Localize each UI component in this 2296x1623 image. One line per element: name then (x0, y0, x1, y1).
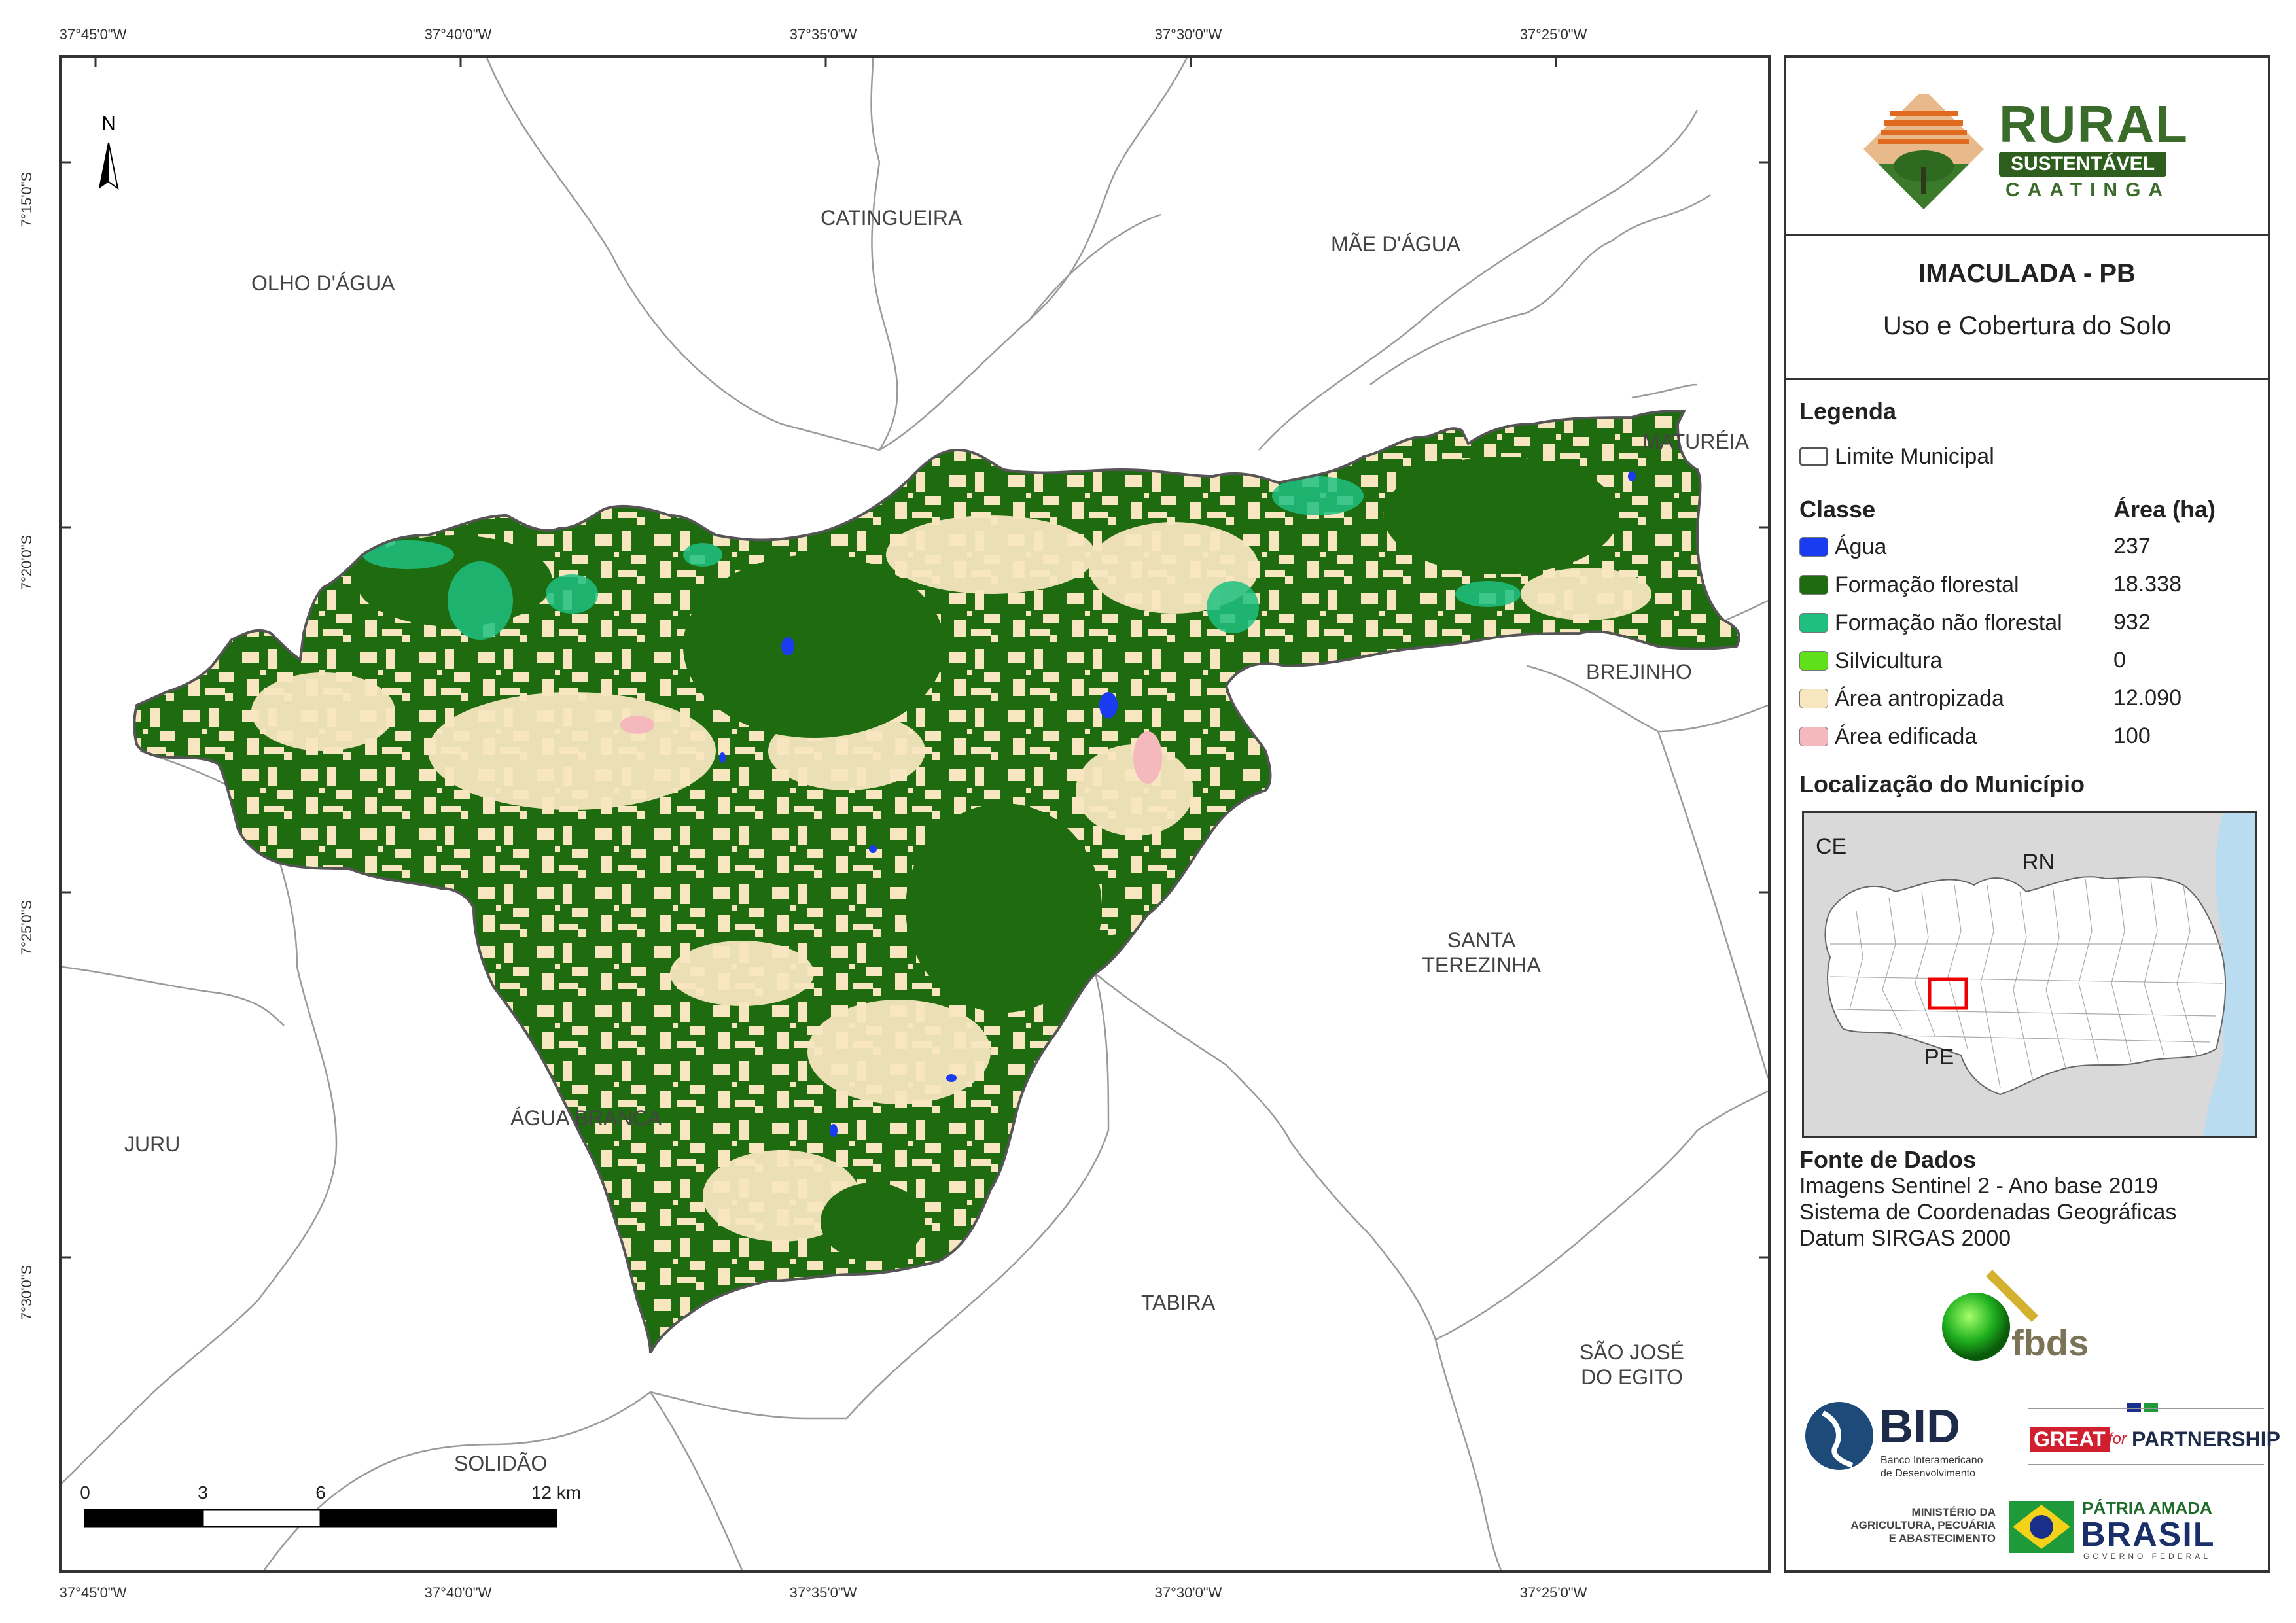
source-line-2: Sistema de Coordenadas Geográficas (1799, 1200, 2177, 1225)
location-inset-map[interactable]: CE RN PE (1802, 811, 2257, 1138)
legend-item-area-antropizada: Área antropizada (1799, 684, 2004, 713)
bid-globe-icon (1805, 1402, 1873, 1470)
for-text: for (2108, 1430, 2127, 1448)
class-heading: Classe (1799, 496, 1876, 523)
tick-left-1: 7°15'0"S (18, 171, 35, 228)
scale-bar (84, 1509, 557, 1528)
location-heading: Localização do Município (1799, 771, 2085, 797)
patria-amada-text: PÁTRIA AMADA (2082, 1498, 2212, 1518)
legend-swatch (1799, 651, 1828, 671)
tick-bottom-3: 37°35'0"W (789, 1584, 857, 1601)
partnership-text: PARTNERSHIP (2132, 1427, 2280, 1451)
legend-swatch (1799, 727, 1828, 746)
label-solidao: SOLIDÃO (454, 1452, 548, 1475)
patria-amada-brasil-logo: PÁTRIA AMADA BRASIL GOVERNO FEDERAL (2009, 1498, 2244, 1561)
scale-label-12: 12 km (531, 1482, 582, 1503)
legend-swatch (1799, 575, 1828, 595)
label-santa-terezinha: SANTA TEREZINHA (1422, 928, 1541, 977)
map-subtitle: Uso e Cobertura do Solo (1882, 311, 2172, 340)
legend-swatch (1799, 689, 1828, 708)
label-catingueira: CATINGUEIRA (821, 206, 963, 230)
legend-swatch (1799, 613, 1828, 633)
legend-area-agua: 237 (2113, 534, 2151, 559)
label-agua-branca: ÁGUA BRANCA (510, 1106, 662, 1130)
scale-label-3: 3 (198, 1482, 208, 1503)
legend-item-formacao-florestal: Formação florestal (1799, 570, 2019, 599)
brazil-flag-icon (2144, 1403, 2158, 1412)
bid-subtitle-2: de Desenvolvimento (1881, 1468, 1975, 1479)
north-arrow-icon (99, 142, 119, 190)
label-mae-dagua: MÃE D'ÁGUA (1331, 232, 1461, 256)
area-heading: Área (ha) (2113, 496, 2216, 523)
label-olho-dagua: OLHO D'ÁGUA (251, 271, 395, 295)
inset-label-rn: RN (2022, 850, 2055, 875)
tick-top-1: 37°45'0"W (59, 26, 127, 43)
logo-rural: RURAL (1999, 95, 2189, 153)
ministerio-text: MINISTÉRIO DA AGRICULTURA, PECUÁRIA E AB… (1850, 1506, 1996, 1544)
tick-bottom-5: 37°25'0"W (1519, 1584, 1587, 1601)
map-canvas[interactable]: N (62, 58, 1768, 1570)
tick-left-2: 7°20'0"S (18, 534, 35, 591)
inset-label-pe: PE (1924, 1045, 1954, 1070)
tick-bottom-1: 37°45'0"W (59, 1584, 127, 1601)
logo-sustentavel: SUSTENTÁVEL (1999, 152, 2167, 177)
label-brejinho: BREJINHO (1586, 660, 1692, 684)
source-line-3: Datum SIRGAS 2000 (1799, 1226, 2011, 1251)
label-tabira: TABIRA (1141, 1291, 1216, 1314)
boundary-swatch (1799, 447, 1828, 466)
inset-canvas (1824, 813, 2255, 1136)
fbds-logo: fbds (1930, 1268, 2127, 1366)
logo-caatinga: CAATINGA (2005, 179, 2171, 201)
tick-bottom-4: 37°30'0"W (1154, 1584, 1222, 1601)
caatinga-emblem-icon (1863, 94, 1984, 209)
tick-left-4: 7°30'0"S (18, 1265, 35, 1321)
governo-federal-text: GOVERNO FEDERAL (2083, 1552, 2212, 1561)
map-title: IMACULADA - PB (1918, 259, 2136, 288)
label-sao-jose-do-egito: SÃO JOSÉ DO EGITO (1579, 1340, 1685, 1389)
legend-area-formacao-florestal: 18.338 (2113, 572, 2181, 597)
label-juru: JURU (124, 1132, 181, 1156)
legend-area-silvicultura: 0 (2113, 648, 2126, 672)
great-partnership-logo: GREAT for PARTNERSHIP (2028, 1399, 2280, 1477)
legend-area-area-edificada: 100 (2113, 724, 2151, 748)
legend-heading: Legenda (1799, 398, 1897, 425)
label-matureia: MATURÉIA (1642, 430, 1749, 453)
uk-flag-icon (2127, 1403, 2141, 1412)
study-area-marker (1928, 977, 1968, 1010)
source-line-1: Imagens Sentinel 2 - Ano base 2019 (1799, 1174, 2159, 1198)
fbds-text: fbds (2011, 1322, 2089, 1363)
legend-item-silvicultura: Silvicultura (1799, 646, 1942, 675)
tick-top-2: 37°40'0"W (424, 26, 492, 43)
legend-area-area-antropizada: 12.090 (2113, 686, 2181, 710)
legend-item-agua: Água (1799, 532, 1886, 561)
legend-boundary: Limite Municipal (1799, 442, 1994, 471)
legend-swatch (1799, 537, 1828, 557)
side-panel: RURAL SUSTENTÁVEL CAATINGA IMACULADA - P… (1784, 55, 2280, 1573)
tick-top-3: 37°35'0"W (789, 26, 857, 43)
source-heading: Fonte de Dados (1799, 1146, 1977, 1173)
tick-top-5: 37°25'0"W (1519, 26, 1587, 43)
great-text: GREAT (2030, 1427, 2110, 1452)
tick-left-3: 7°25'0"S (18, 899, 35, 956)
legend-item-area-edificada: Área edificada (1799, 722, 1977, 751)
tick-top-4: 37°30'0"W (1154, 26, 1222, 43)
brasil-text: BRASIL (2081, 1516, 2216, 1554)
brasil-flag-emblem-icon (2009, 1501, 2074, 1553)
bid-text: BID (1879, 1401, 1960, 1453)
tick-bottom-2: 37°40'0"W (424, 1584, 492, 1601)
scale-label-6: 6 (315, 1482, 326, 1503)
fbds-emblem-icon (1942, 1270, 2038, 1361)
scale-label-0: 0 (80, 1482, 90, 1503)
inset-label-ce: CE (1816, 834, 1847, 859)
north-label: N (101, 113, 116, 134)
legend-item-formacao-nao-florestal: Formação não florestal (1799, 608, 2062, 637)
bid-logo: BID Banco Interamericano de Desenvolvime… (1803, 1400, 2019, 1485)
rural-sustentavel-logo: RURAL SUSTENTÁVEL CAATINGA (1858, 94, 2212, 212)
bid-subtitle-1: Banco Interamericano (1881, 1455, 1983, 1466)
legend-area-formacao-nao-florestal: 932 (2113, 610, 2151, 635)
map-frame[interactable]: N 0 3 6 12 km CATINGUEIRA OLHO D'ÁGUA MÃ… (59, 55, 1771, 1573)
